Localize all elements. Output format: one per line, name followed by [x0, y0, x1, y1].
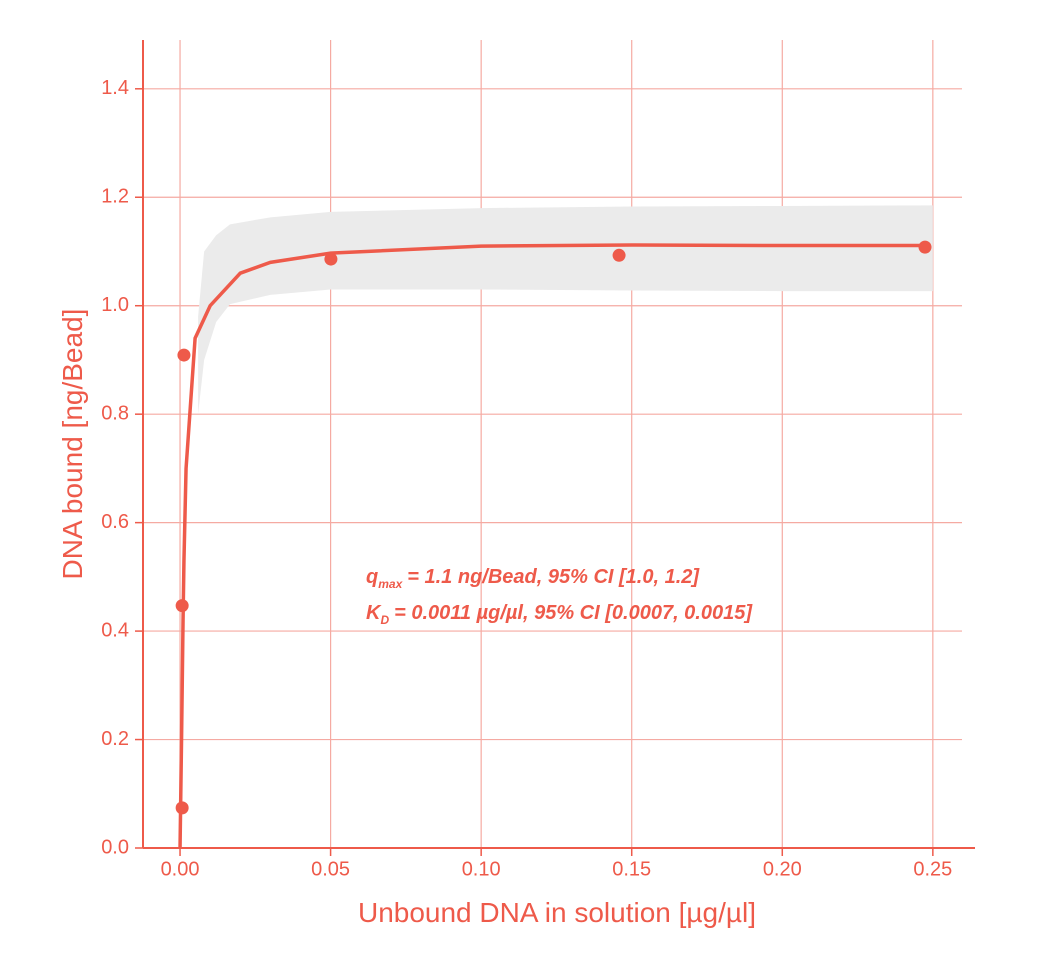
data-point [918, 240, 932, 254]
x-tick-label: 0.25 [913, 858, 952, 880]
y-axis-label: DNA bound [ng/Bead] [57, 309, 88, 580]
annotation: qmax = 1.1 ng/Bead, 95% CI [1.0, 1.2] [366, 566, 700, 591]
fit-line [178, 243, 927, 849]
y-tick-label: 0.4 [101, 619, 129, 641]
annotation-text: = 0.0011 µg/µl, 95% CI [0.0007, 0.0015] [394, 602, 753, 624]
y-tick-label: 0.6 [101, 511, 129, 533]
y-tick-label: 0.2 [101, 728, 129, 750]
annotation-symbol: K [366, 602, 382, 624]
annotation-symbol: q [366, 566, 378, 588]
data-point [612, 248, 626, 262]
x-tick-label: 0.00 [161, 858, 200, 880]
data-point [175, 801, 189, 815]
x-axis-label: Unbound DNA in solution [µg/µl] [358, 897, 756, 928]
y-tick-label: 0.0 [101, 836, 129, 858]
x-tick-label: 0.05 [311, 858, 350, 880]
confidence-band [198, 205, 933, 415]
annotation: KD = 0.0011 µg/µl, 95% CI [0.0007, 0.0015… [366, 602, 753, 627]
x-tick-label: 0.20 [763, 858, 802, 880]
y-tick-label: 1.0 [101, 294, 129, 316]
annotation-text: = 1.1 ng/Bead, 95% CI [1.0, 1.2] [407, 566, 700, 588]
annotation-subscript: max [378, 577, 403, 591]
data-point [175, 599, 189, 613]
y-tick-label: 1.2 [101, 186, 129, 208]
y-tick-label: 0.8 [101, 402, 129, 424]
annotation-subscript: D [380, 613, 389, 627]
y-tick-label: 1.4 [101, 77, 129, 99]
x-tick-label: 0.10 [462, 858, 501, 880]
data-point [324, 252, 338, 266]
data-point [177, 348, 191, 362]
x-tick-label: 0.15 [612, 858, 651, 880]
